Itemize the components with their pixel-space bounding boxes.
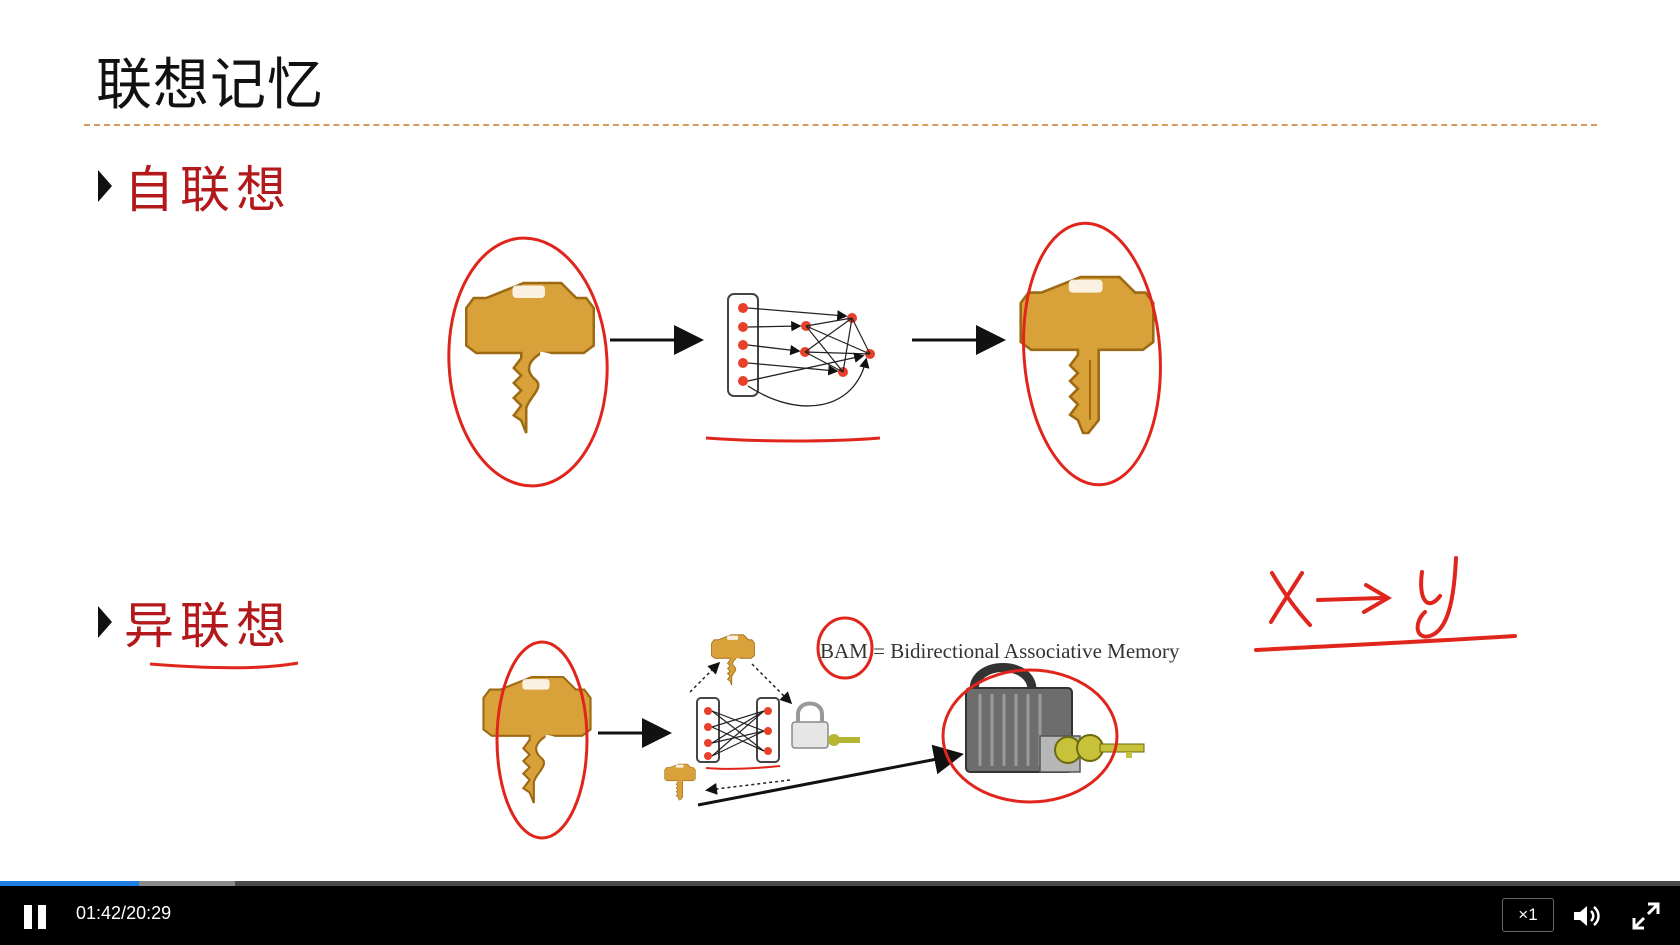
progress-bar[interactable] <box>0 881 1680 886</box>
neural-network-icon <box>727 293 875 407</box>
underline-annotation <box>149 661 299 670</box>
bullet-hetero-association: 异联想 <box>98 586 292 658</box>
arrow-to-lock-icon <box>697 744 964 807</box>
lecture-slide: 联想记忆 自联想 异联想 BAM = Bidirectional Associa… <box>84 53 1597 840</box>
video-control-bar <box>0 881 1680 945</box>
diagram-artwork <box>149 221 1517 840</box>
bullet-triangle-icon <box>98 170 112 202</box>
current-time: 01:42 <box>76 903 122 923</box>
bam-network-icon <box>664 633 860 801</box>
total-duration: 20:29 <box>126 903 172 923</box>
hetero-input-key-icon <box>483 677 590 803</box>
small-padlock-icon <box>791 701 860 749</box>
auto-output-key-icon <box>1019 275 1155 435</box>
volume-icon[interactable] <box>1570 900 1602 932</box>
bullet-triangle-icon <box>98 606 112 638</box>
bullet-label: 异联想 <box>124 597 292 655</box>
padlock-with-key-icon <box>965 663 1145 773</box>
red-circle-annotation <box>816 616 874 680</box>
playback-speed-button[interactable]: ×1 <box>1502 898 1554 932</box>
auto-input-key-icon <box>466 283 594 433</box>
fullscreen-icon[interactable] <box>1630 900 1662 932</box>
red-circle-annotation <box>495 640 589 840</box>
bullet-auto-association: 自联想 <box>98 150 292 222</box>
pause-icon[interactable] <box>22 905 48 929</box>
title-divider <box>84 124 1597 126</box>
progress-played <box>0 881 139 886</box>
slide-title: 联想记忆 <box>96 53 324 118</box>
red-circle-annotation <box>447 236 609 488</box>
handwritten-x-to-y <box>1254 556 1517 652</box>
red-circle-annotation <box>1022 221 1162 487</box>
time-display: 01:42/20:29 <box>76 903 172 923</box>
bullet-label: 自联想 <box>124 161 292 219</box>
red-circle-annotation <box>941 668 1119 804</box>
bam-caption: BAM = Bidirectional Associative Memory <box>820 639 1180 663</box>
underline-annotation <box>705 436 881 443</box>
